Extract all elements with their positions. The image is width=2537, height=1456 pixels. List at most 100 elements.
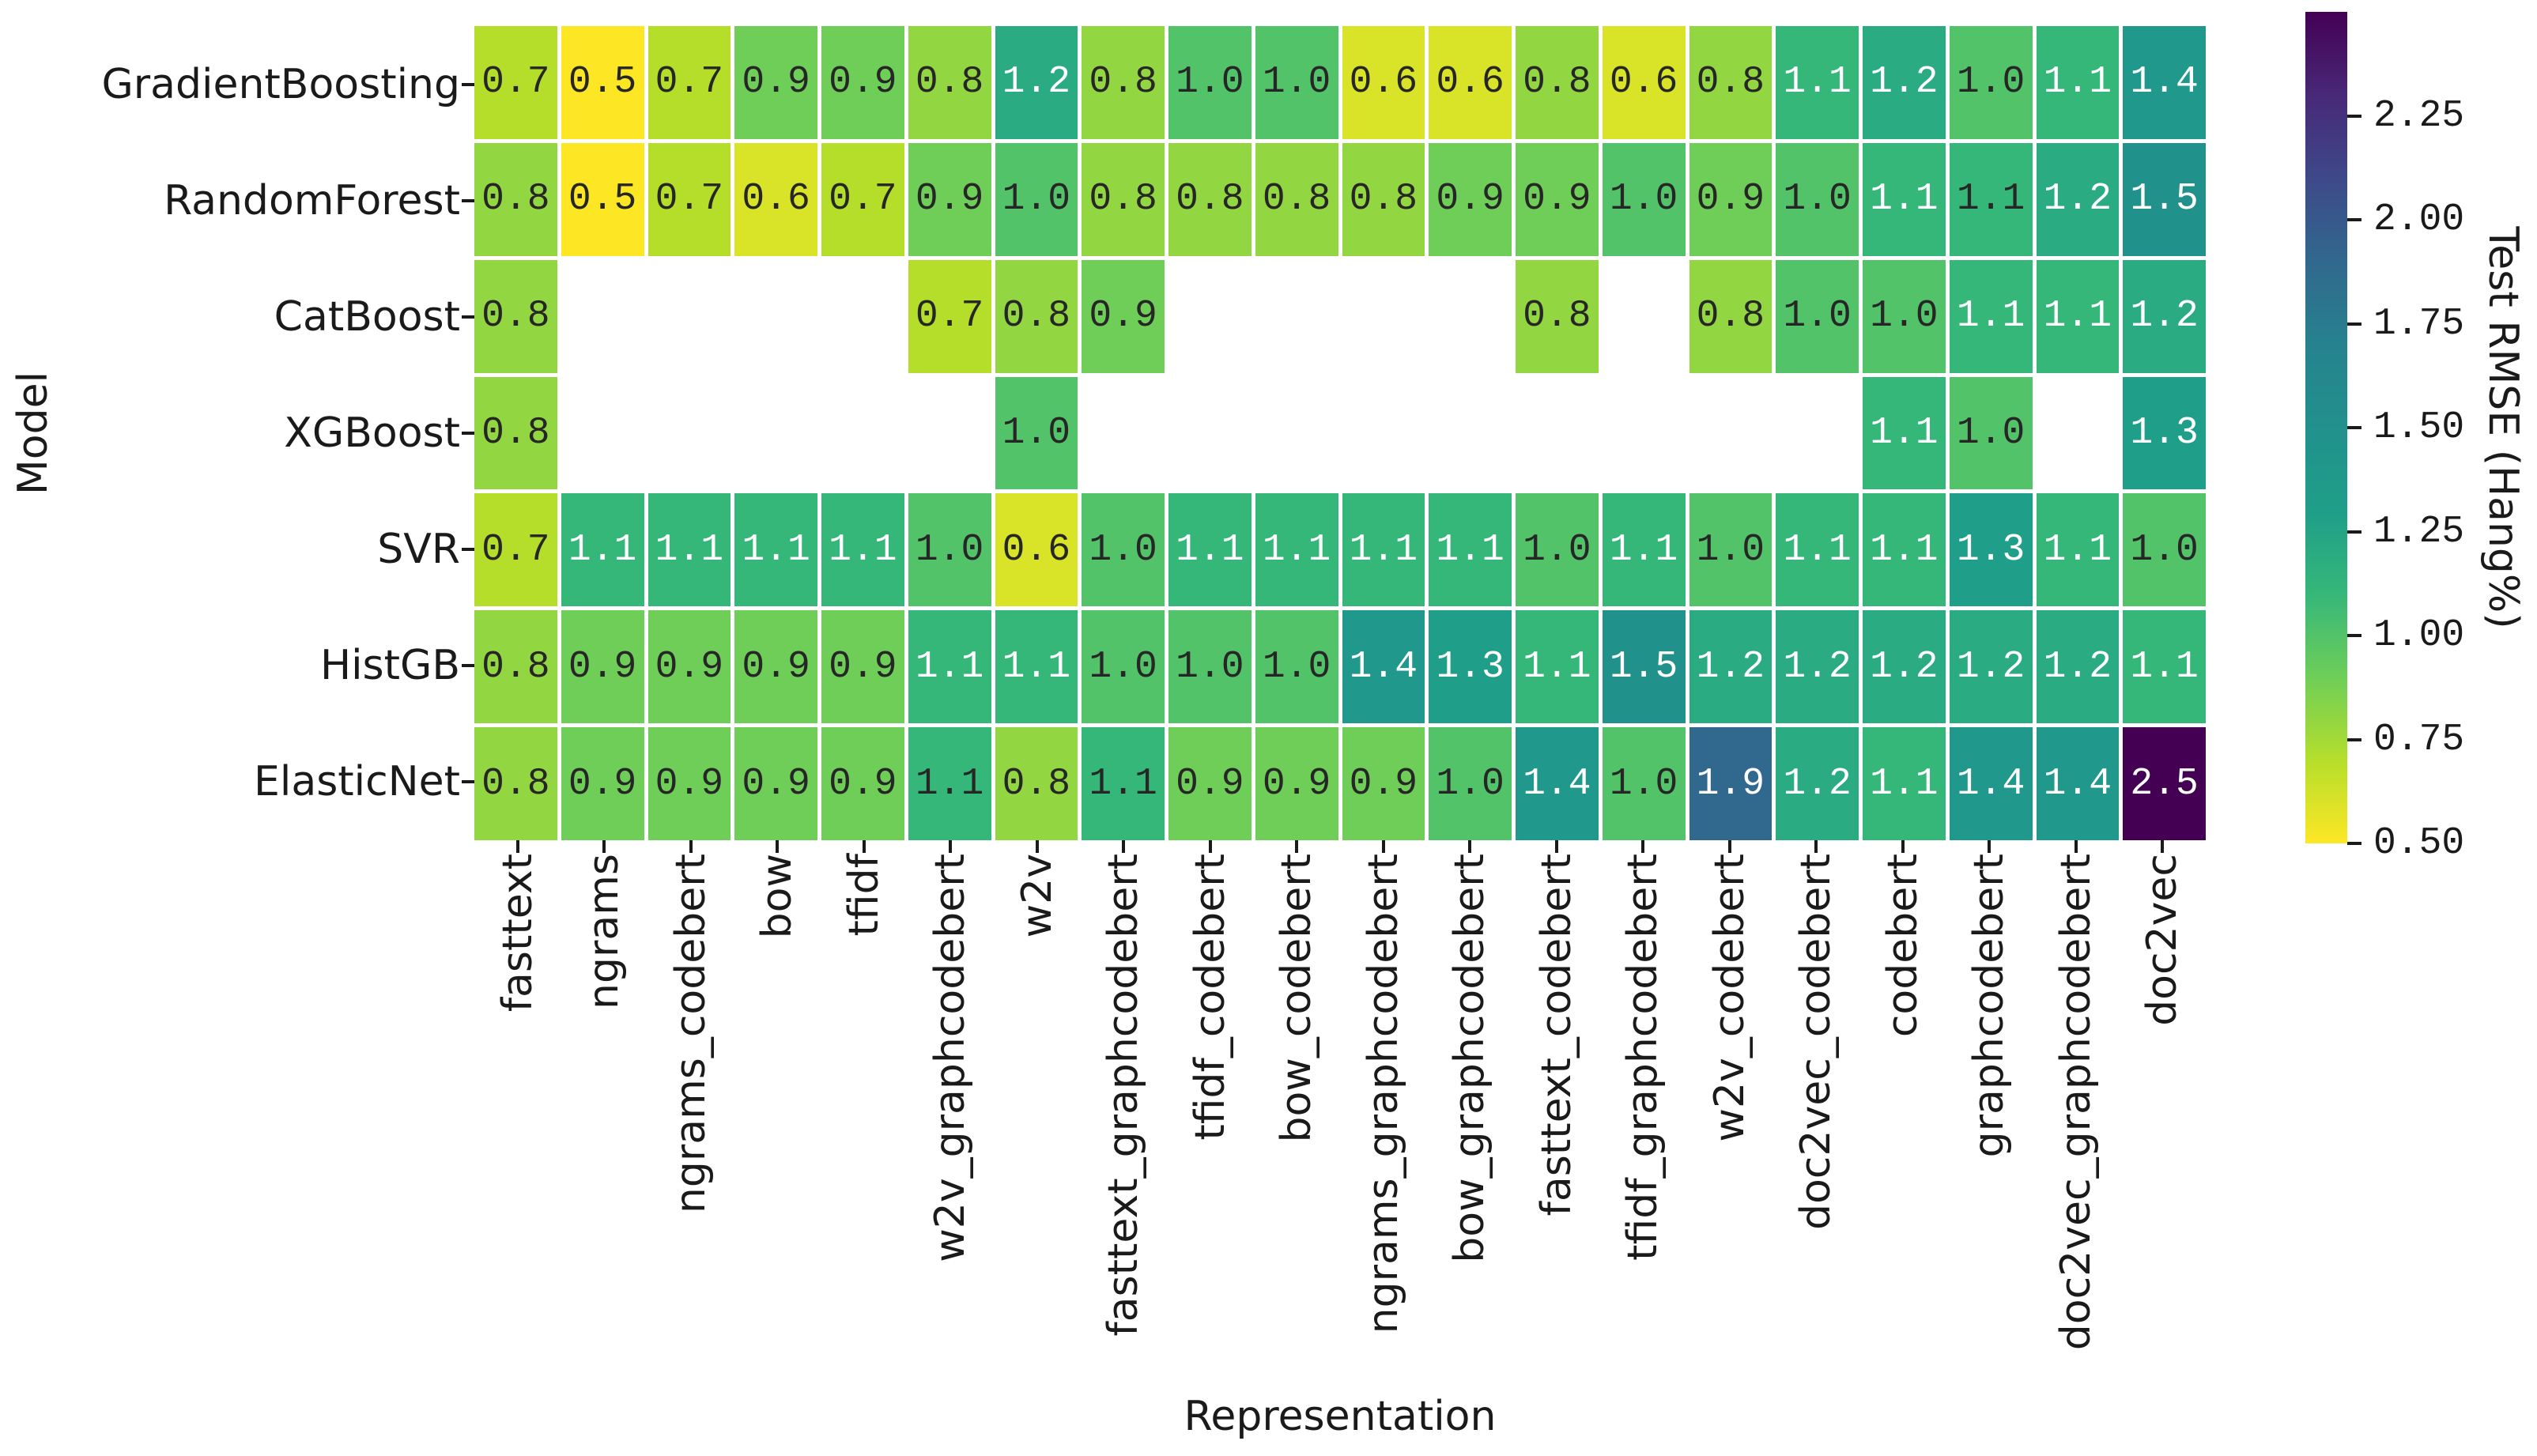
heatmap-cell: 1.0 [995,142,1078,256]
heatmap-cell: 1.9 [1689,727,1773,840]
heatmap-cell-value: 0.7 [655,61,724,104]
heatmap-cell-value: 0.6 [1002,528,1071,571]
x-tick-mark [515,840,519,853]
heatmap-cell-value: 1.1 [1870,528,1939,571]
heatmap-cell: 1.1 [908,727,991,840]
heatmap-cell: 0.8 [1168,142,1252,256]
heatmap-cell: 1.4 [1342,610,1425,724]
heatmap-cell: 0.9 [734,610,817,724]
heatmap-cell-value: 0.9 [742,762,810,805]
heatmap-cell: 1.0 [1776,142,1859,256]
colorbar-tick-label: 2.25 [2373,94,2465,138]
colorbar-tick-mark [2347,218,2361,221]
heatmap-cell: 0.6 [734,142,817,256]
heatmap-cell-value: 0.8 [1176,178,1244,221]
heatmap-cell-value: 1.4 [1349,645,1418,688]
colorbar-tick-mark [2347,426,2361,429]
heatmap-cell: 1.2 [2036,142,2120,256]
heatmap-cell-value: 1.2 [1783,645,1852,688]
heatmap-cell-value: 1.2 [1956,645,2025,688]
heatmap-cell: 1.1 [995,610,1078,724]
heatmap-cell-value: 0.7 [481,61,550,104]
y-tick-mark [462,664,474,668]
heatmap-cell: 1.0 [1168,26,1252,139]
heatmap-cell: 0.6 [1429,26,1512,139]
heatmap-cell-value: 1.1 [568,528,637,571]
heatmap-cell: 1.1 [1776,26,1859,139]
heatmap-cell-value: 1.1 [1176,528,1244,571]
heatmap-cell: 1.0 [2123,493,2206,607]
heatmap-cell-value: 0.8 [1696,295,1765,338]
colorbar-title: Test RMSE (Hang%) [2479,226,2527,629]
heatmap-cell-value: 1.1 [1436,528,1504,571]
x-axis-title: Representation [1184,1393,1497,1440]
heatmap-cell-value: 0.7 [915,295,984,338]
heatmap-cell: 0.9 [561,610,644,724]
x-tick-mark [689,840,693,853]
heatmap-cell: 1.4 [1949,727,2033,840]
heatmap-cell: 0.9 [1255,727,1338,840]
heatmap-cell-value: 1.4 [2130,61,2199,104]
heatmap-cell-value: 0.8 [481,411,550,455]
heatmap-cell-value: 1.0 [1523,528,1591,571]
heatmap-cell: 0.8 [1516,259,1599,373]
y-tick-mark [462,198,474,202]
x-tick-mark [1122,840,1126,853]
x-tick-mark [862,840,866,853]
y-tick-mark [462,780,474,784]
heatmap-cell-value: 1.0 [1870,295,1939,338]
heatmap-cell: 0.9 [1082,259,1165,373]
colorbar-tick-mark [2347,842,2361,845]
heatmap-cell-value: 1.1 [915,762,984,805]
heatmap-cell-value: 1.1 [1783,528,1852,571]
heatmap-cell-value: 0.9 [742,645,810,688]
heatmap-cell-value: 0.9 [568,645,637,688]
colorbar-gradient [2305,12,2347,843]
heatmap-cell-value: 0.9 [742,61,810,104]
heatmap-grid: 0.7 0.5 0.7 0.9 0.9 0.8 1.2 0.8 1.0 1.0 0.6 0.6 0.8 0… [474,26,2206,840]
heatmap-cell-value: 0.6 [1436,61,1504,104]
heatmap-cell-value: 1.1 [1349,528,1418,571]
heatmap-cell-value: 1.0 [1436,762,1504,805]
heatmap-cell-value: 1.1 [915,645,984,688]
heatmap-cell: 1.0 [1082,610,1165,724]
x-tick-mark [1901,840,1905,853]
heatmap-cell: 1.0 [1949,26,2033,139]
heatmap-cell-value: 1.1 [1523,645,1591,688]
heatmap-cell-value: 0.9 [1349,762,1418,805]
heatmap-cell-value: 1.0 [1609,762,1678,805]
heatmap-cell-value: 1.1 [742,528,810,571]
y-tick-label: ElasticNet [254,758,460,806]
heatmap-cell-value: 0.8 [481,762,550,805]
heatmap-cell-value: 1.0 [2130,528,2199,571]
heatmap-cell: 0.9 [734,727,817,840]
heatmap-cell: 0.9 [821,727,904,840]
y-axis-title: Model [9,371,57,496]
x-tick-mark [1988,840,1991,853]
heatmap-cell: 1.1 [1949,259,2033,373]
heatmap-cell: 1.1 [561,493,644,607]
heatmap-cell: 0.6 [1602,26,1686,139]
heatmap-cell-value: 1.2 [1002,61,1071,104]
heatmap-cell: 0.7 [821,142,904,256]
x-tick-label: w2v_graphcodebert [927,854,975,1262]
heatmap-cell-value: 1.4 [1523,762,1591,805]
heatmap-cell: 1.5 [2123,142,2206,256]
heatmap-cell: 0.9 [734,26,817,139]
heatmap-cell: 1.1 [2123,610,2206,724]
x-tick-label: ngrams_codebert [666,854,715,1214]
heatmap-cell: 1.0 [1602,142,1686,256]
heatmap-cell-value: 1.1 [2043,528,2112,571]
heatmap-cell-value: 1.0 [1262,645,1331,688]
heatmap-cell-value: 1.2 [1870,645,1939,688]
heatmap-cell: 1.1 [1863,727,1946,840]
heatmap-cell-value: 1.2 [2130,295,2199,338]
heatmap-cell: 1.0 [1255,610,1338,724]
heatmap-cell: 1.2 [1776,610,1859,724]
heatmap-cell: 1.4 [2036,727,2120,840]
x-tick-label: doc2vec_codebert [1792,854,1840,1231]
heatmap-cell: 1.2 [1689,610,1773,724]
heatmap-cell: 1.2 [2036,610,2120,724]
heatmap-cell-value: 1.2 [1696,645,1765,688]
